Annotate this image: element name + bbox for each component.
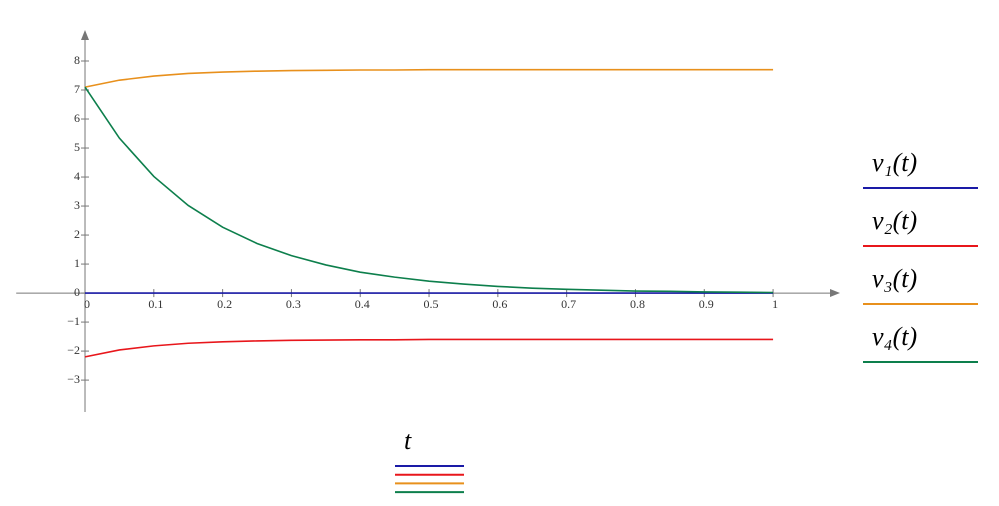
x-tick-label: 0.4 — [355, 297, 370, 311]
series-line — [84, 86, 774, 294]
x-tick-label: 0.8 — [630, 297, 645, 311]
y-tick-label: 3 — [74, 198, 80, 212]
x-tick-label: 0.2 — [217, 297, 232, 311]
x-tick-label: 0.5 — [424, 297, 439, 311]
y-tick-label: 5 — [74, 140, 80, 154]
legend-label: v₃(t) — [872, 264, 917, 293]
series-line — [84, 338, 774, 358]
legend-label: v₄(t) — [872, 322, 917, 351]
y-tick-label: 2 — [74, 227, 80, 241]
legend-label: v₂(t) — [872, 206, 917, 235]
x-axis-label: t — [404, 426, 412, 455]
y-tick-label: 1 — [74, 256, 80, 270]
x-tick-label: 0.1 — [148, 297, 163, 311]
x-tick-label: 0 — [84, 297, 90, 311]
x-tick-label: 0.9 — [699, 297, 714, 311]
x-tick-label: 0.6 — [492, 297, 507, 311]
y-tick-label: 7 — [74, 82, 80, 96]
y-tick-label: 8 — [74, 53, 80, 67]
legend-label: v₁(t) — [872, 148, 917, 177]
y-tick-label: 4 — [74, 169, 80, 183]
x-tick-label: 0.7 — [561, 297, 576, 311]
y-tick-label: 0 — [74, 285, 80, 299]
x-tick-label: 1 — [772, 297, 778, 311]
x-tick-label: 0.3 — [286, 297, 301, 311]
y-tick-label: −3 — [67, 372, 80, 386]
y-tick-label: 6 — [74, 111, 80, 125]
y-tick-label: −2 — [67, 343, 80, 357]
series-line — [84, 68, 774, 88]
y-tick-label: −1 — [67, 314, 80, 328]
